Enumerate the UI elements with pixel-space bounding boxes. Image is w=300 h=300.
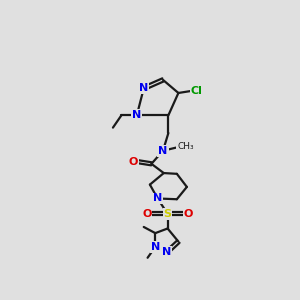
Text: S: S — [164, 209, 172, 219]
Text: N: N — [132, 110, 141, 120]
Text: O: O — [184, 209, 193, 219]
Text: N: N — [151, 242, 160, 252]
Text: N: N — [139, 83, 148, 93]
Text: CH₃: CH₃ — [177, 142, 194, 152]
Text: N: N — [153, 194, 162, 203]
Text: O: O — [128, 157, 138, 166]
Text: Cl: Cl — [191, 86, 203, 96]
Text: N: N — [162, 248, 172, 257]
Text: O: O — [142, 209, 152, 219]
Text: N: N — [158, 146, 168, 156]
